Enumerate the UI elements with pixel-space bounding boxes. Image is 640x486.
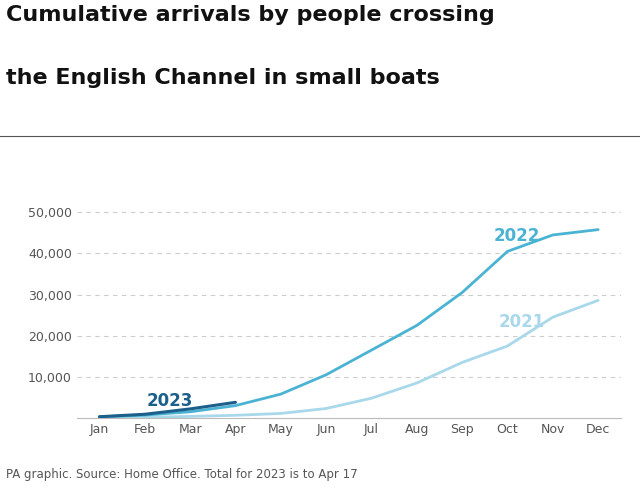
Text: 2023: 2023 — [147, 393, 193, 411]
Text: 2022: 2022 — [494, 227, 540, 245]
Text: Cumulative arrivals by people crossing: Cumulative arrivals by people crossing — [6, 5, 495, 25]
Text: the English Channel in small boats: the English Channel in small boats — [6, 68, 440, 88]
Text: PA graphic. Source: Home Office. Total for 2023 is to Apr 17: PA graphic. Source: Home Office. Total f… — [6, 468, 358, 481]
Text: 2021: 2021 — [499, 313, 545, 331]
